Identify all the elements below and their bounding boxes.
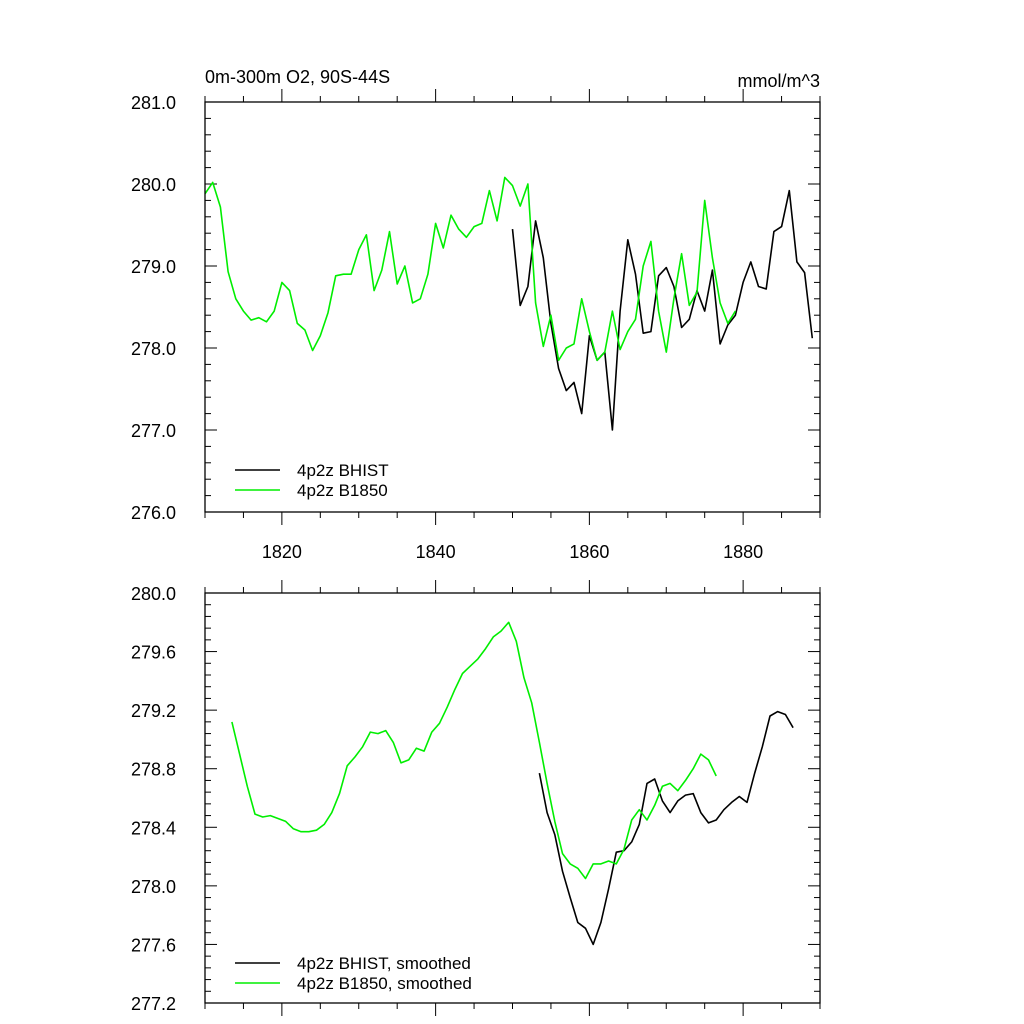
bottom-y-tick-label: 278.8: [131, 760, 176, 780]
top-series-group: [204, 176, 814, 431]
top-y-tick-label: 277.0: [131, 421, 176, 441]
bottom-legend-label-1: 4p2z BHIST, smoothed: [297, 954, 471, 973]
bottom-axis-labels: 277.2 277.6 278.0 278.4 278.8 279.2 279.6 280.0: [131, 584, 176, 1014]
top-x-tick-label: 1820: [262, 542, 302, 562]
top-y-tick-label: 278.0: [131, 339, 176, 359]
top-series-line-1: [511, 189, 814, 431]
top-x-tick-label: 1880: [723, 542, 763, 562]
top-x-tick-label: 1860: [569, 542, 609, 562]
bottom-y-tick-label: 279.6: [131, 643, 176, 663]
top-legend-label-1: 4p2z BHIST: [297, 461, 389, 480]
bottom-series-line-1: [538, 710, 794, 946]
bottom-plot-frame: [204, 592, 821, 1004]
top-tick-marks: [204, 89, 821, 525]
top-panel-units: mmol/m^3: [738, 71, 820, 91]
top-axis-labels: 1820 1840 1860 1880 276.0 277.0 278.0 279.0 280.…: [131, 93, 763, 562]
top-x-tick-label: 1840: [416, 542, 456, 562]
bottom-y-tick-label: 279.2: [131, 701, 176, 721]
bottom-series-line-2: [231, 621, 717, 880]
bottom-series-group: [231, 621, 794, 946]
bottom-tick-marks: [204, 580, 821, 1016]
bottom-y-tick-label: 278.4: [131, 818, 176, 838]
bottom-y-tick-label: 277.6: [131, 935, 176, 955]
top-series-line-2: [204, 176, 737, 362]
top-y-tick-label: 281.0: [131, 93, 176, 113]
top-y-tick-label: 280.0: [131, 175, 176, 195]
top-plot-frame: [204, 101, 821, 513]
bottom-y-tick-label: 280.0: [131, 584, 176, 604]
top-y-tick-label: 279.0: [131, 257, 176, 277]
top-y-tick-label: 276.0: [131, 503, 176, 523]
bottom-y-tick-label: 277.2: [131, 994, 176, 1014]
bottom-legend-label-2: 4p2z B1850, smoothed: [297, 974, 472, 993]
bottom-y-tick-label: 278.0: [131, 877, 176, 897]
top-panel-title: 0m-300m O2, 90S-44S: [205, 67, 390, 87]
bottom-panel: 277.2 277.6 278.0 278.4 278.8 279.2 279.6 280.0…: [131, 580, 821, 1016]
top-panel: 0m-300m O2, 90S-44S mmol/m^3 1820 1840 186…: [131, 67, 821, 562]
top-legend-label-2: 4p2z B1850: [297, 481, 388, 500]
